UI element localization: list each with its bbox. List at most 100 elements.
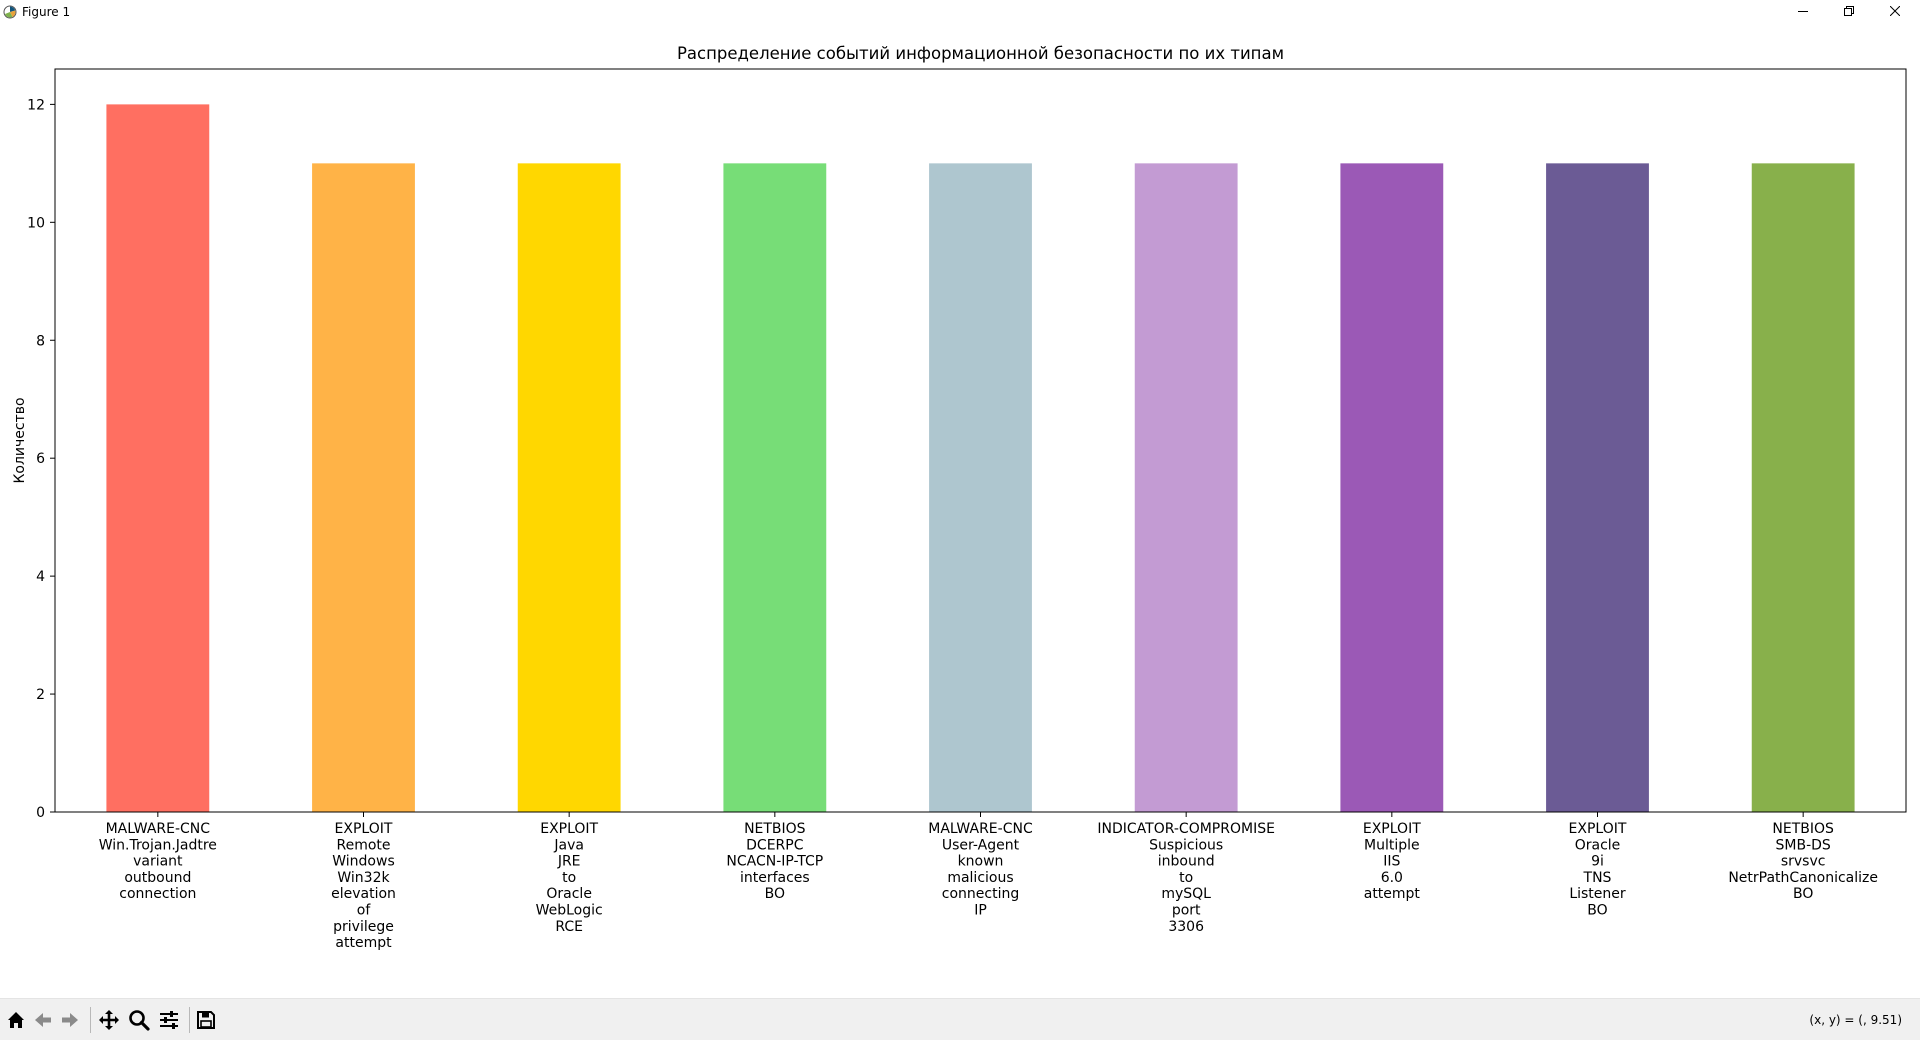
x-tick-label-line: outbound [124, 870, 191, 886]
navigation-toolbar: (x, y) = (, 9.51) [0, 998, 1920, 1040]
bar [517, 163, 621, 812]
bar [1134, 163, 1238, 812]
move-arrows-icon [99, 1010, 119, 1030]
zoom-button[interactable] [127, 1008, 151, 1032]
x-tick-label-line: interfaces [740, 870, 810, 886]
sliders-icon [160, 1011, 178, 1029]
bar [312, 163, 415, 812]
x-tick-label: EXPLOIT Java JRE to Oracle WebLogic RCE [536, 821, 603, 935]
x-tick-label-line: User-Agent [942, 837, 1020, 853]
x-tick-label-line: SMB-DS [1776, 837, 1831, 853]
figure-canvas[interactable]: 0 2 4 6 8 10 12 MALWARE-CNC Win.Trojan.Jadtre var… [0, 24, 1920, 998]
x-tick-label-line: elevation [331, 886, 396, 902]
x-tick-label-line: attempt [1364, 886, 1421, 902]
x-tick-label-line: EXPLOIT [540, 821, 598, 837]
x-tick-label-line: NETBIOS [744, 821, 806, 837]
x-tick-label: MALWARE-CNC User-Agent known malicious conne… [928, 821, 1033, 919]
y-tick-label: 8 [36, 333, 45, 349]
x-tick-label-line: EXPLOIT [1569, 821, 1627, 837]
x-tick-label-line: srvsvc [1781, 854, 1826, 870]
x-tick-label-line: BO [1793, 886, 1813, 902]
x-tick-label-line: malicious [947, 870, 1013, 886]
home-icon [8, 1012, 24, 1028]
x-tick-label-line: Win.Trojan.Jadtre [99, 837, 217, 853]
x-tick-label-line: NetrPathCanonicalize [1728, 870, 1878, 886]
pan-button[interactable] [97, 1008, 121, 1032]
x-tick-label-line: MALWARE-CNC [928, 821, 1033, 837]
x-tick-label-line: Suspicious [1149, 837, 1223, 853]
x-tick-label: EXPLOIT Multiple IIS 6.0 attempt [1363, 821, 1421, 902]
y-tick-label: 6 [36, 451, 45, 467]
x-tick-label-line: Oracle [546, 886, 592, 902]
x-tick-label-line: connecting [942, 886, 1019, 902]
x-tick-label-line: JRE [557, 854, 581, 870]
configure-subplots-button[interactable] [157, 1008, 181, 1032]
magnifier-icon [129, 1010, 150, 1031]
x-tick-label-line: Java [553, 837, 584, 853]
x-tick-label-line: port [1172, 903, 1201, 919]
restore-button[interactable] [1826, 0, 1872, 22]
x-tick-label-line: to [562, 870, 576, 886]
x-tick-label-line: Oracle [1575, 837, 1621, 853]
x-tick-label-line: 3306 [1168, 919, 1204, 935]
x-tick-label-line: 6.0 [1381, 870, 1403, 886]
x-tick-label-line: Win32k [337, 870, 390, 886]
bar [723, 163, 827, 812]
back-button[interactable] [31, 1008, 55, 1032]
bar [106, 104, 210, 812]
x-tick-label-line: IP [974, 903, 987, 919]
x-tick-label-line: BO [765, 886, 785, 902]
x-tick-label-line: EXPLOIT [1363, 821, 1421, 837]
arrow-right-icon [62, 1013, 78, 1027]
minimize-button[interactable] [1780, 0, 1826, 22]
arrow-left-icon [35, 1013, 51, 1027]
x-tick-label-line: variant [133, 854, 183, 870]
toolbar-separator [90, 1007, 91, 1033]
x-tick-label-line: RCE [555, 919, 583, 935]
y-tick-label: 0 [36, 805, 45, 821]
bar [1546, 163, 1649, 812]
close-icon [1890, 6, 1900, 16]
x-tick-label: INDICATOR-COMPROMISE Suspicious inbound to m… [1097, 821, 1275, 935]
x-tick-label-line: NETBIOS [1772, 821, 1834, 837]
x-tick-label-line: TNS [1583, 870, 1612, 886]
y-tick-label: 10 [27, 215, 45, 231]
save-button[interactable] [194, 1008, 218, 1032]
chart-title: Распределение событий информационной без… [677, 44, 1284, 63]
bar [1340, 163, 1444, 812]
toolbar-separator [189, 1007, 190, 1033]
forward-button[interactable] [58, 1008, 82, 1032]
y-axis-label: Количество [12, 397, 28, 483]
close-button[interactable] [1872, 0, 1918, 22]
y-tick-label: 4 [36, 569, 45, 585]
x-tick-label: EXPLOIT Remote Windows Win32k elevation of pri… [331, 821, 396, 951]
x-tick-label-line: INDICATOR-COMPROMISE [1097, 821, 1275, 837]
x-tick-label-line: inbound [1158, 854, 1215, 870]
y-tick-label: 12 [27, 97, 45, 113]
x-tick-label-line: attempt [335, 935, 392, 951]
bar [929, 163, 1032, 812]
restore-icon [1844, 6, 1854, 16]
x-tick-label-line: DCERPC [746, 837, 804, 853]
x-tick-label: MALWARE-CNC Win.Trojan.Jadtre variant outbo… [99, 821, 217, 902]
x-tick-label-line: to [1179, 870, 1193, 886]
x-tick-label-line: mySQL [1161, 886, 1211, 902]
floppy-disk-icon [197, 1011, 215, 1029]
x-tick-label-line: BO [1587, 903, 1607, 919]
window-title: Figure 1 [22, 5, 71, 19]
home-button[interactable] [4, 1008, 28, 1032]
x-tick-label-line: Listener [1569, 886, 1626, 902]
window-titlebar: Figure 1 [0, 0, 1920, 24]
x-tick-label-line: WebLogic [536, 903, 603, 919]
x-tick-label-line: of [357, 903, 372, 919]
y-tick-label: 2 [36, 687, 45, 703]
x-tick-label-line: NCACN-IP-TCP [726, 854, 823, 870]
cursor-coordinates-readout: (x, y) = (, 9.51) [1809, 1013, 1902, 1027]
matplotlib-app-icon [3, 4, 17, 19]
x-tick-label-line: Remote [336, 837, 390, 853]
bar [1751, 163, 1855, 812]
x-tick-label-line: 9i [1591, 854, 1604, 870]
x-tick-label-line: EXPLOIT [335, 821, 393, 837]
x-tick-label-line: Windows [332, 854, 395, 870]
